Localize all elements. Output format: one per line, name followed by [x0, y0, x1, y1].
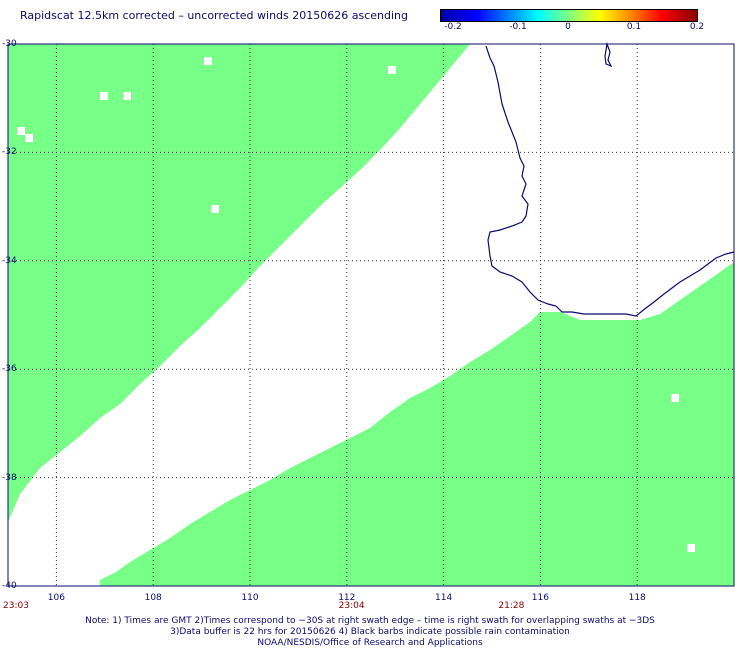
swath-time-label: 23:04 — [338, 601, 365, 611]
footnote-buffer: 3)Data buffer is 22 hrs for 20150626 4) … — [170, 627, 570, 637]
grid-layer — [8, 44, 734, 586]
latitude-label: -36 — [2, 364, 17, 375]
latitude-label: -40 — [2, 581, 17, 591]
latitude-label: -34 — [2, 255, 17, 266]
swath-time-label: 23:03 — [3, 601, 29, 611]
colorbar-label: -0.1 — [509, 22, 527, 32]
colorbar-label: 0 — [565, 22, 571, 32]
missing-data-cell — [211, 205, 219, 213]
swath-time-label: 21:28 — [498, 601, 525, 611]
latitude-label: -32 — [2, 147, 17, 158]
color-scale-bar — [440, 9, 698, 22]
latitude-label: -30 — [2, 39, 17, 49]
colorbar-label: -0.2 — [444, 22, 462, 32]
longitude-label: 106 — [47, 593, 65, 603]
longitude-label: 110 — [241, 593, 259, 603]
colorbar-label: 0.1 — [626, 22, 642, 32]
longitude-label: 118 — [628, 593, 646, 603]
missing-data-cell — [17, 127, 25, 135]
missing-data-cell — [123, 92, 131, 100]
coastline-island — [604, 41, 613, 68]
colorbar-label: 0.2 — [689, 22, 705, 32]
longitude-label: 116 — [531, 593, 549, 603]
missing-data-cell — [687, 544, 695, 552]
swath-region — [100, 262, 734, 586]
swath-region — [8, 44, 470, 522]
longitude-label: 114 — [435, 593, 453, 603]
longitude-label: 112 — [338, 593, 356, 603]
missing-data-cell — [25, 134, 33, 142]
map-frame — [7, 43, 735, 587]
latitude-label: -38 — [2, 472, 17, 483]
australia-coastline — [485, 45, 735, 317]
swath-layer — [8, 44, 734, 586]
footnote-credit: NOAA/NESDIS/Office of Research and Appli… — [257, 638, 483, 648]
missing-data-cell — [671, 394, 679, 402]
map-title: Rapidscat 12.5km corrected – uncorrected… — [20, 9, 409, 22]
missing-data-cell — [100, 92, 108, 100]
missing-data-cell — [388, 66, 396, 74]
footnote-times: Note: 1) Times are GMT 2)Times correspon… — [85, 616, 655, 626]
missing-data-cell — [204, 57, 212, 65]
longitude-label: 108 — [144, 593, 162, 603]
